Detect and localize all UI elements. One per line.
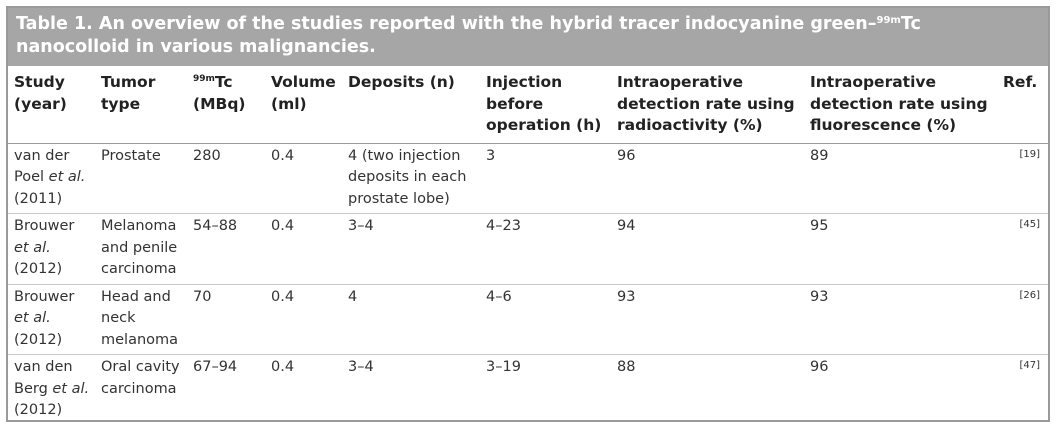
study-year: (2012) <box>14 331 63 348</box>
header-row: Study (year) Tumor type 99mTc (MBq) Volu… <box>8 66 1048 144</box>
cell-study: Brouwer et al. (2012) <box>8 213 95 285</box>
studies-table: Study (year) Tumor type 99mTc (MBq) Volu… <box>8 66 1048 425</box>
cell-radioactivity-rate: 93 <box>611 284 804 355</box>
header-deposits: Deposits (n) <box>342 66 480 144</box>
header-tumor-type: Tumor type <box>95 66 187 144</box>
header-tc-superscript: 99m <box>193 74 215 84</box>
header-volume: Volume (ml) <box>265 66 342 144</box>
header-study: Study (year) <box>8 66 95 144</box>
cell-volume: 0.4 <box>265 284 342 355</box>
table-frame: Table 1. An overview of the studies repo… <box>6 6 1050 422</box>
cell-tumor-type: Oral cavity carcinoma <box>101 359 180 397</box>
cell-ref[interactable]: [19] <box>997 143 1048 214</box>
table-title: Table 1. An overview of the studies repo… <box>8 8 1048 66</box>
header-tc-activity: 99mTc (MBq) <box>187 66 265 144</box>
cell-radioactivity-rate: 94 <box>611 213 804 285</box>
cell-volume: 0.4 <box>265 213 342 285</box>
study-etal: et al. <box>14 310 51 326</box>
cell-tumor-type: Head and neck melanoma <box>95 284 187 355</box>
study-authors: Brouwer <box>14 288 75 305</box>
table-title-superscript: 99m <box>876 15 901 26</box>
table-row: Brouwer et al. (2012) Melanoma and penil… <box>8 213 1048 285</box>
cell-fluorescence-rate: 95 <box>804 213 997 285</box>
study-authors: Brouwer <box>14 218 75 234</box>
study-authors: van der Poel <box>14 147 70 186</box>
cell-tumor-type: Melanoma and penile carcinoma <box>95 213 187 285</box>
cell-injection: 4–23 <box>480 213 611 285</box>
cell-tc-activity: 67–94 <box>193 359 238 375</box>
cell-radioactivity-rate: 96 <box>611 143 804 214</box>
cell-ref[interactable]: [26] <box>997 284 1048 355</box>
table-row: van der Poel et al. (2011) Prostate 280 … <box>8 143 1048 214</box>
header-tc-label: Tc (MBq) <box>193 73 246 113</box>
cell-study: van den Berg et al. (2012) <box>8 355 95 425</box>
cell-tumor-type: Prostate <box>95 143 187 214</box>
cell-fluorescence-rate: 93 <box>804 284 997 355</box>
header-ref: Ref. <box>997 66 1048 144</box>
study-year: (2012) <box>14 261 63 277</box>
cell-deposits: 4 (two injection deposits in each prosta… <box>342 143 480 214</box>
cell-radioactivity-rate: 88 <box>617 359 636 375</box>
cell-fluorescence-rate: 96 <box>810 359 829 375</box>
cell-tc-activity: 70 <box>187 284 265 355</box>
cell-volume: 0.4 <box>265 143 342 214</box>
cell-injection: 3–19 <box>486 359 521 375</box>
cell-deposits: 4 <box>342 284 480 355</box>
header-injection: Injection before operation (h) <box>480 66 611 144</box>
cell-ref[interactable]: [47] <box>1019 360 1040 371</box>
study-year: (2012) <box>14 402 63 418</box>
table-row: Brouwer et al. (2012) Head and neck mela… <box>8 284 1048 355</box>
cell-tc-activity: 54–88 <box>187 213 265 285</box>
cell-ref[interactable]: [45] <box>997 213 1048 285</box>
study-etal: et al. <box>52 380 90 397</box>
cell-deposits: 3–4 <box>342 213 480 285</box>
cell-study: van der Poel et al. (2011) <box>8 143 95 214</box>
table-row: van den Berg et al. (2012) Oral cavity c… <box>8 355 1048 425</box>
study-year: (2011) <box>14 190 63 207</box>
cell-fluorescence-rate: 89 <box>804 143 997 214</box>
table-title-tail: Tc nanocolloid in various malignancies. <box>16 14 921 57</box>
study-etal: et al. <box>48 169 86 185</box>
header-fluorescence-rate: Intraoperative detection rate using fluo… <box>804 66 997 144</box>
cell-volume: 0.4 <box>271 359 295 375</box>
cell-tc-activity: 280 <box>187 143 265 214</box>
study-etal: et al. <box>14 239 51 256</box>
cell-injection: 3 <box>480 143 611 214</box>
cell-study: Brouwer et al. (2012) <box>8 284 95 355</box>
study-authors: van den Berg <box>14 359 73 397</box>
header-radioactivity-rate: Intraoperative detection rate using radi… <box>611 66 804 144</box>
cell-deposits: 3–4 <box>348 359 374 375</box>
cell-injection: 4–6 <box>480 284 611 355</box>
table-title-text: Table 1. An overview of the studies repo… <box>16 14 877 34</box>
